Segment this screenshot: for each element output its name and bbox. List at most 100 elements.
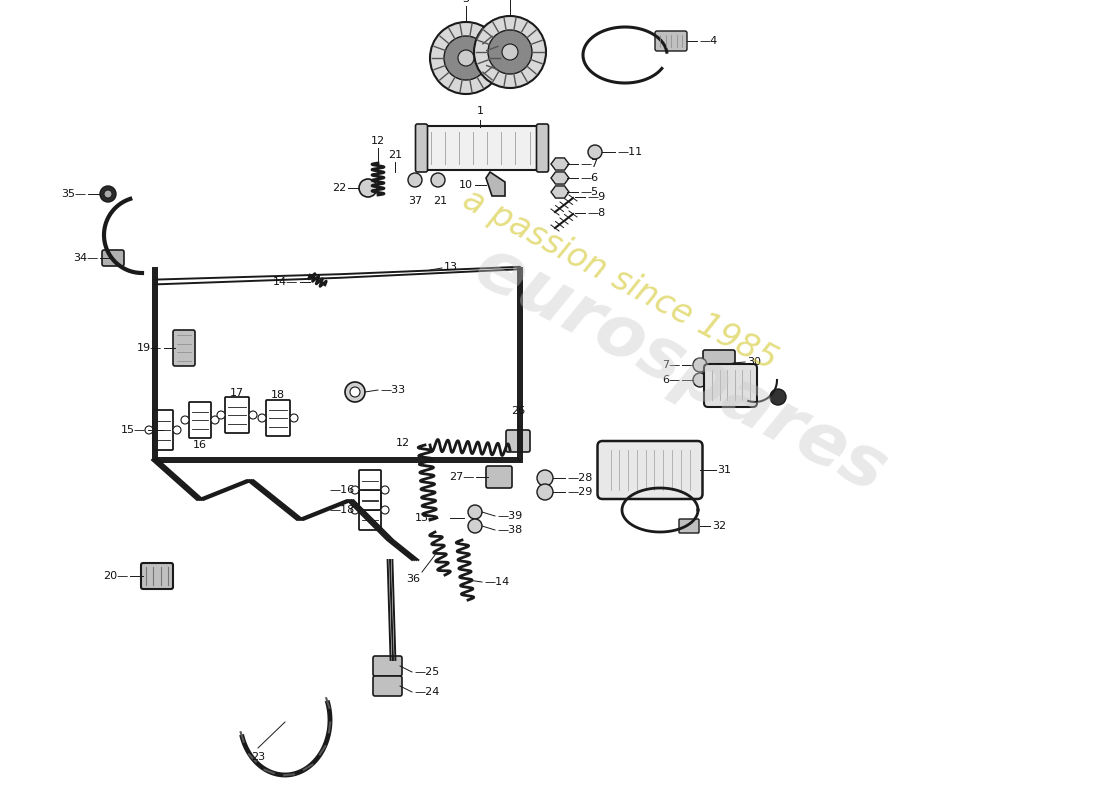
FancyBboxPatch shape bbox=[373, 676, 402, 696]
Text: 27—: 27— bbox=[449, 472, 474, 482]
Text: —5: —5 bbox=[580, 187, 598, 197]
Text: 7—: 7— bbox=[662, 360, 680, 370]
Text: —4: —4 bbox=[698, 36, 717, 46]
Text: eurospares: eurospares bbox=[462, 232, 898, 508]
Circle shape bbox=[693, 373, 707, 387]
Circle shape bbox=[502, 44, 518, 60]
Text: 13: 13 bbox=[444, 262, 458, 272]
Text: 30: 30 bbox=[747, 357, 761, 367]
Text: 23: 23 bbox=[251, 752, 265, 762]
Text: 35—: 35— bbox=[60, 189, 86, 199]
Circle shape bbox=[359, 179, 377, 197]
Circle shape bbox=[770, 389, 786, 405]
Circle shape bbox=[217, 411, 226, 419]
Circle shape bbox=[351, 486, 359, 494]
Text: 17: 17 bbox=[230, 388, 244, 398]
Circle shape bbox=[249, 411, 257, 419]
Circle shape bbox=[468, 519, 482, 533]
Text: 36: 36 bbox=[406, 574, 420, 584]
Text: —6: —6 bbox=[580, 173, 598, 183]
FancyBboxPatch shape bbox=[506, 430, 530, 452]
Polygon shape bbox=[551, 186, 569, 198]
Text: 16: 16 bbox=[192, 440, 207, 450]
Circle shape bbox=[468, 505, 482, 519]
Text: 21: 21 bbox=[388, 150, 403, 160]
Text: —38: —38 bbox=[497, 525, 522, 535]
Circle shape bbox=[408, 173, 422, 187]
Text: —29: —29 bbox=[566, 487, 593, 497]
Text: —16: —16 bbox=[330, 485, 355, 495]
Circle shape bbox=[350, 387, 360, 397]
Text: —25: —25 bbox=[414, 667, 439, 677]
Text: —39: —39 bbox=[497, 511, 522, 521]
FancyBboxPatch shape bbox=[703, 350, 735, 376]
Circle shape bbox=[588, 145, 602, 159]
Text: —18: —18 bbox=[330, 505, 355, 515]
Polygon shape bbox=[551, 158, 569, 170]
Circle shape bbox=[488, 30, 532, 74]
Circle shape bbox=[145, 426, 153, 434]
Text: 13—: 13— bbox=[415, 513, 440, 523]
Text: —8: —8 bbox=[587, 208, 605, 218]
Circle shape bbox=[345, 382, 365, 402]
Circle shape bbox=[351, 506, 359, 514]
Text: 14—: 14— bbox=[273, 277, 298, 287]
Text: —11: —11 bbox=[617, 147, 642, 157]
Text: —14: —14 bbox=[484, 577, 509, 587]
Circle shape bbox=[104, 190, 112, 198]
Text: 18: 18 bbox=[271, 390, 285, 400]
Text: 6—: 6— bbox=[662, 375, 680, 385]
FancyBboxPatch shape bbox=[679, 519, 699, 533]
Circle shape bbox=[182, 416, 189, 424]
Circle shape bbox=[381, 486, 389, 494]
FancyBboxPatch shape bbox=[654, 31, 688, 51]
Text: 37: 37 bbox=[408, 196, 422, 206]
Circle shape bbox=[290, 414, 298, 422]
Text: —33: —33 bbox=[379, 385, 405, 395]
Text: 32: 32 bbox=[712, 521, 726, 531]
Circle shape bbox=[100, 186, 116, 202]
Circle shape bbox=[173, 426, 182, 434]
Text: 15—: 15— bbox=[121, 425, 146, 435]
Text: 12: 12 bbox=[396, 438, 410, 448]
Circle shape bbox=[431, 173, 446, 187]
Circle shape bbox=[474, 16, 546, 88]
Text: 19—: 19— bbox=[136, 343, 162, 353]
FancyBboxPatch shape bbox=[419, 126, 540, 170]
Text: 1: 1 bbox=[476, 106, 484, 116]
Text: 31: 31 bbox=[717, 465, 732, 475]
Text: 20—: 20— bbox=[102, 571, 128, 581]
Text: 21: 21 bbox=[433, 196, 447, 206]
Text: a passion since 1985: a passion since 1985 bbox=[458, 183, 783, 377]
Text: 12: 12 bbox=[371, 136, 385, 146]
Text: 10: 10 bbox=[459, 180, 473, 190]
Circle shape bbox=[537, 470, 553, 486]
FancyBboxPatch shape bbox=[704, 364, 757, 407]
Text: —9: —9 bbox=[587, 192, 605, 202]
Text: —24: —24 bbox=[414, 687, 439, 697]
Text: —7: —7 bbox=[580, 159, 598, 169]
FancyBboxPatch shape bbox=[597, 441, 703, 499]
Circle shape bbox=[381, 506, 389, 514]
Circle shape bbox=[537, 484, 553, 500]
Text: 34—: 34— bbox=[73, 253, 98, 263]
FancyBboxPatch shape bbox=[173, 330, 195, 366]
Text: 26: 26 bbox=[510, 406, 525, 416]
Text: 3: 3 bbox=[462, 0, 470, 4]
Circle shape bbox=[430, 22, 502, 94]
Circle shape bbox=[211, 416, 219, 424]
FancyBboxPatch shape bbox=[373, 656, 402, 676]
Circle shape bbox=[458, 50, 474, 66]
FancyBboxPatch shape bbox=[416, 124, 428, 172]
Circle shape bbox=[258, 414, 266, 422]
FancyBboxPatch shape bbox=[537, 124, 549, 172]
Text: 22: 22 bbox=[332, 183, 346, 193]
FancyBboxPatch shape bbox=[141, 563, 173, 589]
Polygon shape bbox=[551, 172, 569, 184]
Text: —28: —28 bbox=[566, 473, 593, 483]
Polygon shape bbox=[486, 172, 505, 196]
Circle shape bbox=[693, 358, 707, 372]
FancyBboxPatch shape bbox=[486, 466, 512, 488]
FancyBboxPatch shape bbox=[102, 250, 124, 266]
Circle shape bbox=[444, 36, 488, 80]
